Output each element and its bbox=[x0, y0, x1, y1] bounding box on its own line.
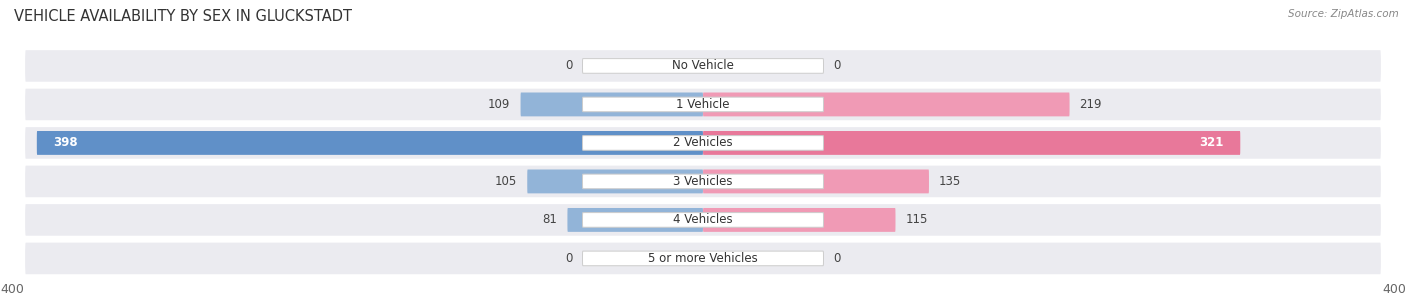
Text: 81: 81 bbox=[543, 213, 557, 226]
Text: 109: 109 bbox=[488, 98, 510, 111]
FancyBboxPatch shape bbox=[703, 208, 896, 232]
Text: 3 Vehicles: 3 Vehicles bbox=[673, 175, 733, 188]
Text: 115: 115 bbox=[905, 213, 928, 226]
Text: 135: 135 bbox=[939, 175, 962, 188]
FancyBboxPatch shape bbox=[568, 208, 703, 232]
FancyBboxPatch shape bbox=[527, 170, 703, 193]
Text: 5 or more Vehicles: 5 or more Vehicles bbox=[648, 252, 758, 265]
FancyBboxPatch shape bbox=[25, 166, 1381, 197]
FancyBboxPatch shape bbox=[582, 251, 824, 266]
Text: 321: 321 bbox=[1199, 136, 1223, 149]
Text: Source: ZipAtlas.com: Source: ZipAtlas.com bbox=[1288, 9, 1399, 19]
Text: 1 Vehicle: 1 Vehicle bbox=[676, 98, 730, 111]
FancyBboxPatch shape bbox=[582, 136, 824, 150]
FancyBboxPatch shape bbox=[582, 59, 824, 73]
FancyBboxPatch shape bbox=[582, 174, 824, 189]
Text: 0: 0 bbox=[834, 59, 841, 73]
Text: 2 Vehicles: 2 Vehicles bbox=[673, 136, 733, 149]
FancyBboxPatch shape bbox=[582, 213, 824, 227]
FancyBboxPatch shape bbox=[582, 97, 824, 112]
Text: 219: 219 bbox=[1080, 98, 1102, 111]
FancyBboxPatch shape bbox=[25, 127, 1381, 159]
Text: 0: 0 bbox=[565, 59, 572, 73]
FancyBboxPatch shape bbox=[25, 243, 1381, 274]
FancyBboxPatch shape bbox=[37, 131, 703, 155]
Text: 0: 0 bbox=[565, 252, 572, 265]
FancyBboxPatch shape bbox=[25, 204, 1381, 236]
FancyBboxPatch shape bbox=[703, 92, 1070, 116]
FancyBboxPatch shape bbox=[520, 92, 703, 116]
Text: 105: 105 bbox=[495, 175, 517, 188]
FancyBboxPatch shape bbox=[703, 170, 929, 193]
Text: 4 Vehicles: 4 Vehicles bbox=[673, 213, 733, 226]
Text: 398: 398 bbox=[53, 136, 79, 149]
FancyBboxPatch shape bbox=[703, 131, 1240, 155]
Text: No Vehicle: No Vehicle bbox=[672, 59, 734, 73]
Text: 400: 400 bbox=[0, 283, 24, 297]
Text: 0: 0 bbox=[834, 252, 841, 265]
Text: VEHICLE AVAILABILITY BY SEX IN GLUCKSTADT: VEHICLE AVAILABILITY BY SEX IN GLUCKSTAD… bbox=[14, 9, 352, 24]
FancyBboxPatch shape bbox=[25, 50, 1381, 82]
Text: 400: 400 bbox=[1382, 283, 1406, 297]
FancyBboxPatch shape bbox=[25, 89, 1381, 120]
